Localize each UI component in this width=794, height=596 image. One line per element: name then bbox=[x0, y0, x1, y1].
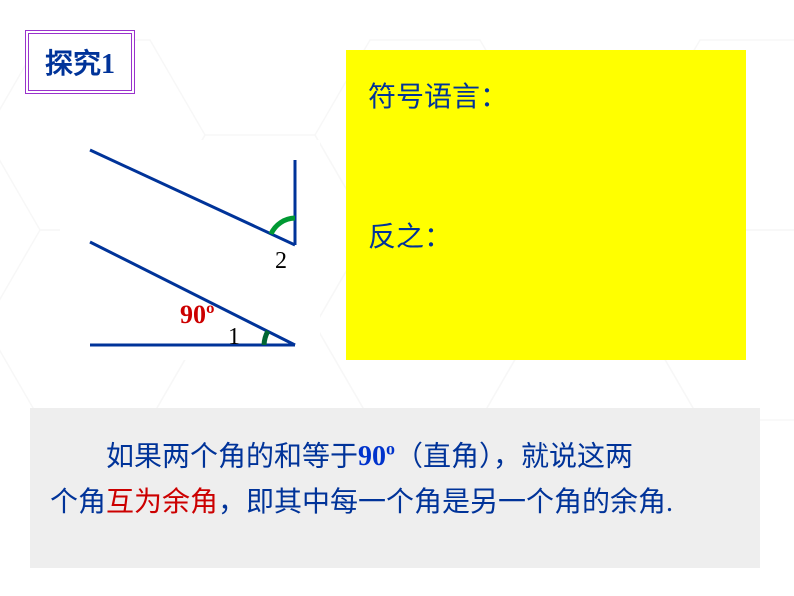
definition-box: 如果两个角的和等于90o（直角），就说这两 个角互为余角，即其中每一个角是另一个… bbox=[30, 408, 760, 568]
symbol-language-box: 符号语言： 反之： bbox=[346, 50, 746, 360]
def-part6: ，即其中每一个角是另一个角的余角. bbox=[218, 487, 673, 518]
def-90: 90 bbox=[358, 441, 386, 472]
symbol-language-label: 符号语言： bbox=[368, 75, 724, 115]
badge-text: 探究1 bbox=[45, 49, 115, 80]
exploration-badge: 探究1 bbox=[25, 30, 135, 94]
label-90-degrees: 90º bbox=[180, 300, 215, 330]
def-part4: 个角 bbox=[50, 487, 106, 518]
label-angle-1: 1 bbox=[228, 324, 240, 351]
def-part3: （直角），就说这两 bbox=[395, 441, 633, 472]
def-degree: o bbox=[386, 439, 395, 459]
def-part1: 如果两个角的和等于 bbox=[106, 441, 358, 472]
def-complementary: 互为余角 bbox=[106, 487, 218, 518]
label-angle-2: 2 bbox=[275, 248, 287, 275]
conversely-label: 反之： bbox=[368, 215, 724, 255]
